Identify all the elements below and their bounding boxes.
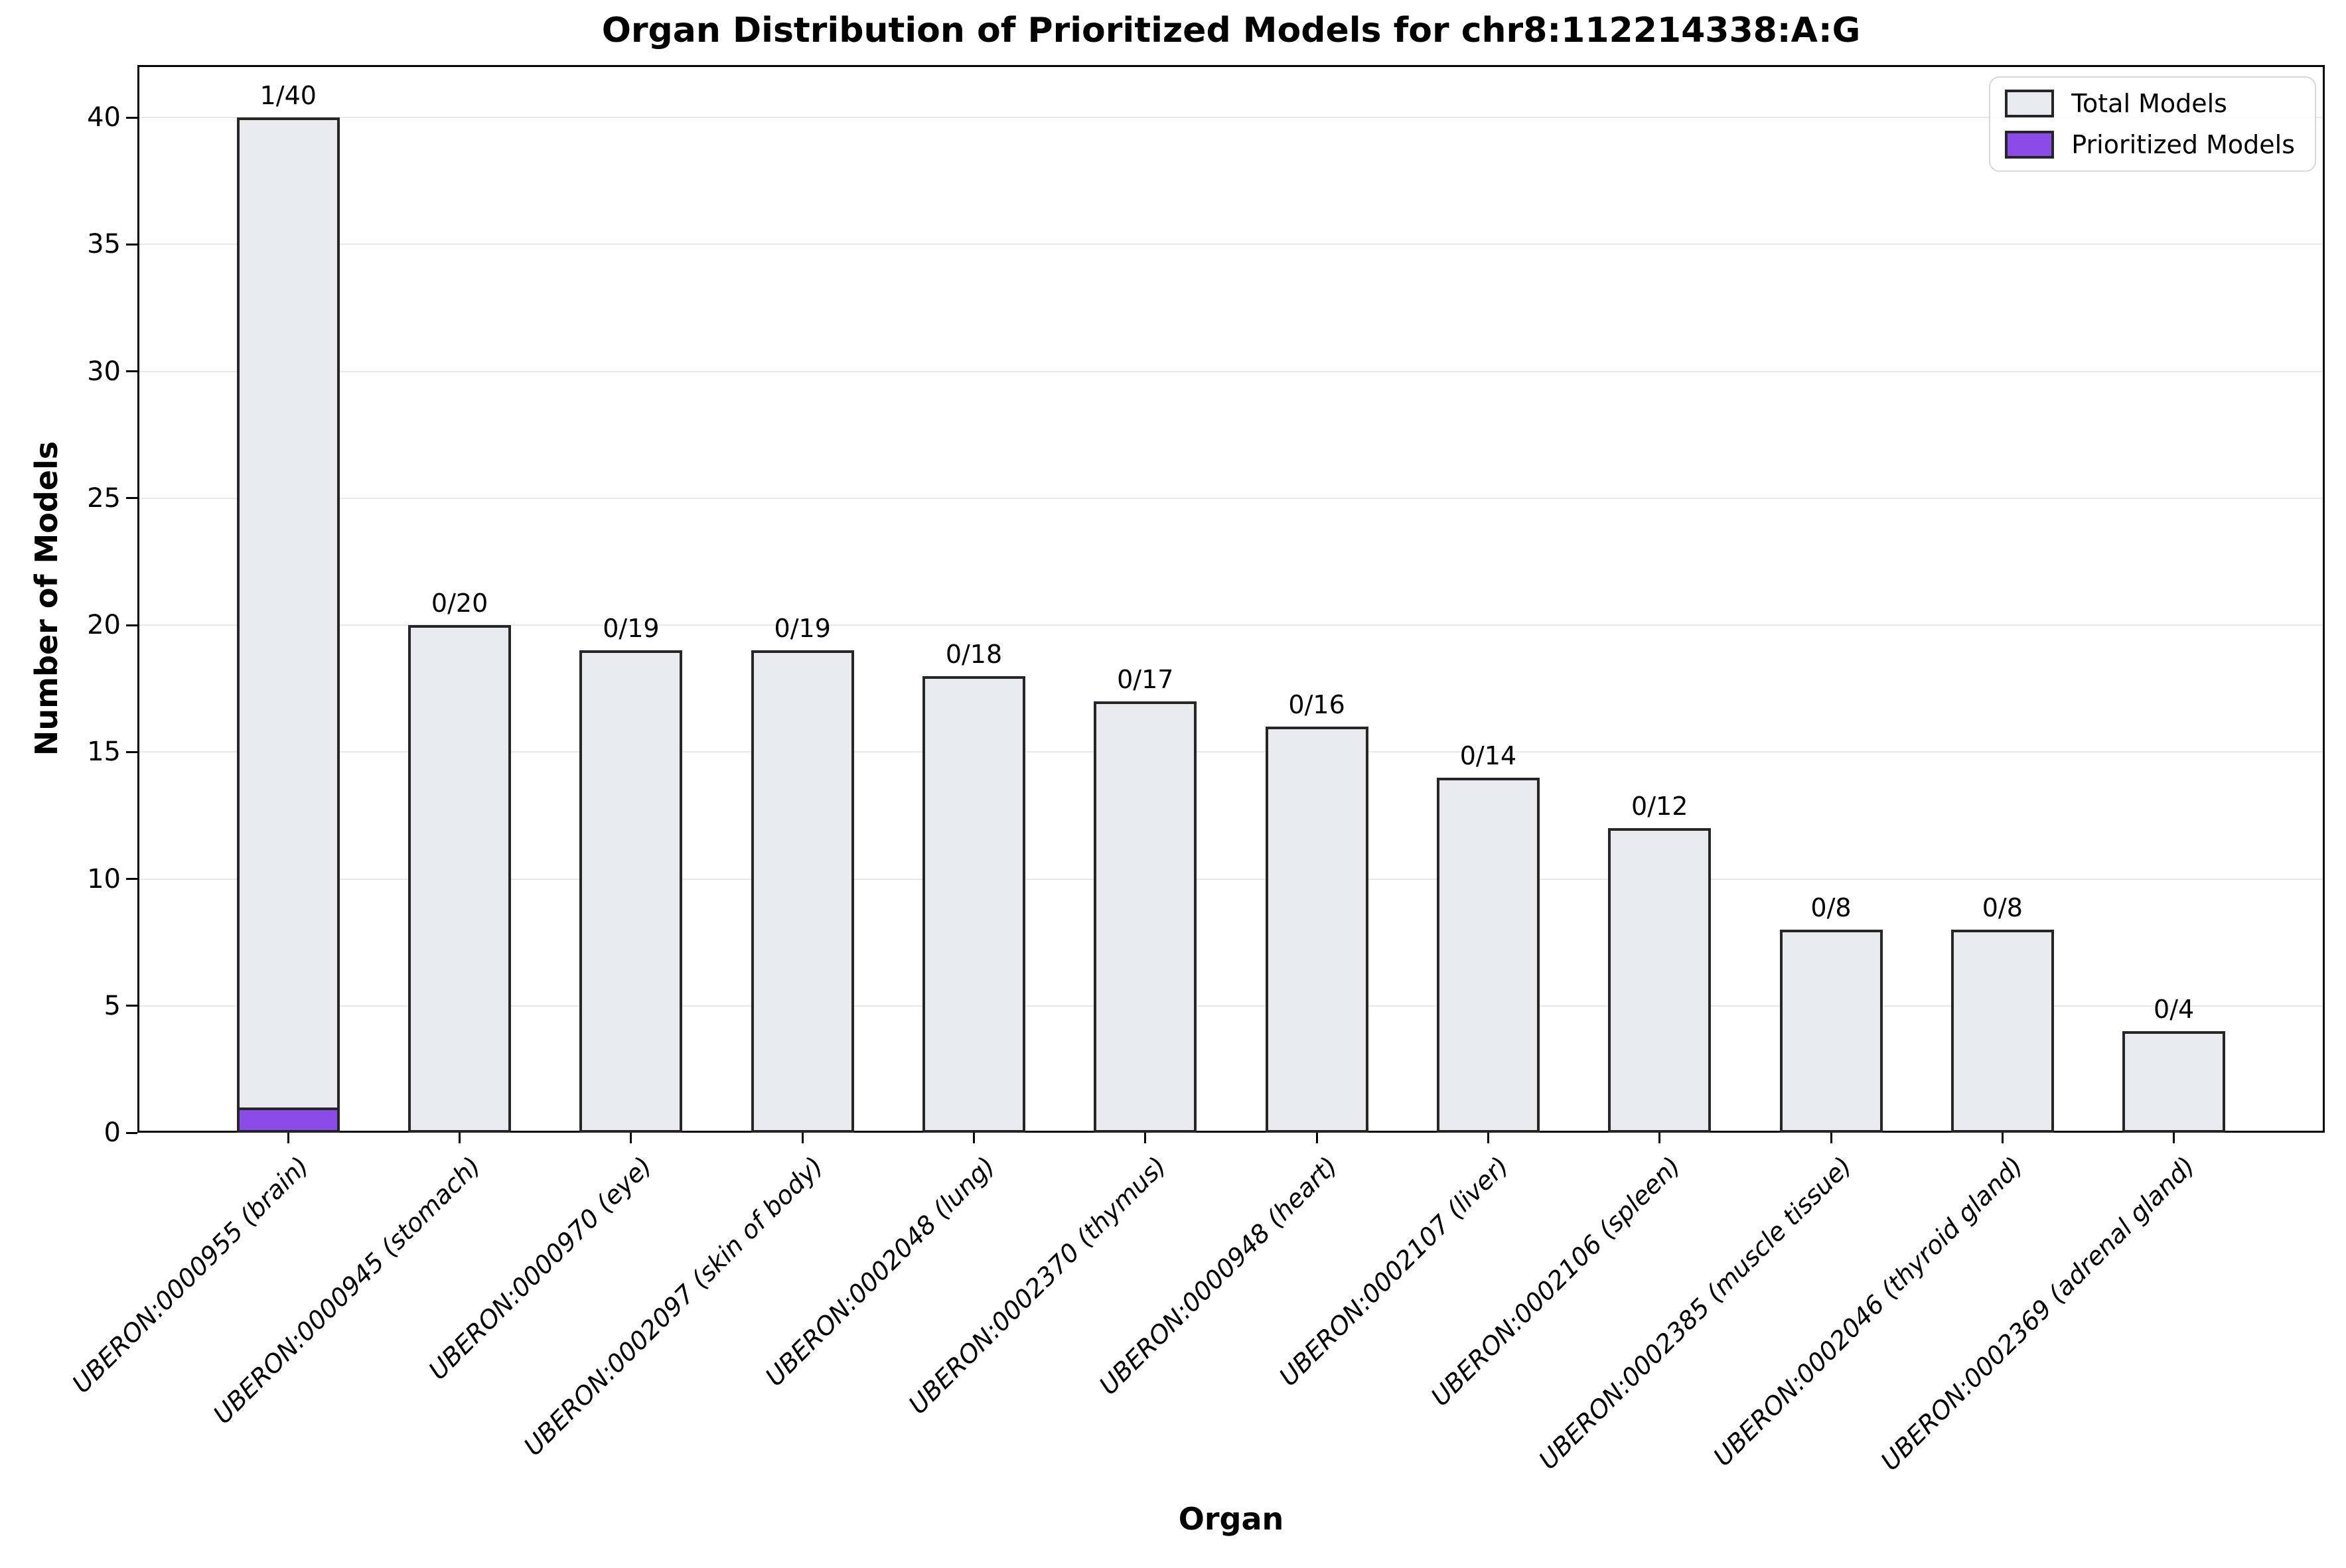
y-tick-label-20: 20 <box>87 610 121 640</box>
bar-total-0 <box>236 117 340 1133</box>
x-tick-mark-6 <box>1315 1133 1318 1143</box>
x-tick-mark-8 <box>1658 1133 1661 1143</box>
bar-value-label-1: 0/20 <box>431 589 488 618</box>
gridline-y-25 <box>139 497 2323 499</box>
bar-total-11 <box>2122 1031 2226 1133</box>
bar-total-3 <box>751 650 854 1133</box>
y-tick-label-10: 10 <box>87 863 121 894</box>
gridline-y-40 <box>139 117 2323 118</box>
x-axis-label: Organ <box>1178 1501 1284 1537</box>
x-tick-label-11: UBERON:0002369 (adrenal gland) <box>1875 1151 2201 1476</box>
x-tick-mark-2 <box>630 1133 632 1143</box>
y-tick-label-0: 0 <box>104 1117 121 1148</box>
bar-value-label-9: 0/8 <box>1810 893 1852 922</box>
x-tick-mark-7 <box>1487 1133 1489 1143</box>
gridline-y-35 <box>139 244 2323 246</box>
legend-entry-total: Total Models <box>2005 90 2295 117</box>
y-tick-mark-20 <box>126 624 137 626</box>
bar-value-label-10: 0/8 <box>1982 893 2023 922</box>
y-tick-label-35: 35 <box>87 229 121 260</box>
y-tick-mark-40 <box>126 116 137 119</box>
legend: Total Models Prioritized Models <box>1989 76 2316 172</box>
gridline-y-15 <box>139 751 2323 753</box>
gridline-y-10 <box>139 878 2323 880</box>
y-tick-mark-10 <box>126 878 137 880</box>
y-tick-label-30: 30 <box>87 356 121 387</box>
y-tick-mark-35 <box>126 243 137 246</box>
y-tick-label-25: 25 <box>87 482 121 514</box>
gridline-y-30 <box>139 370 2323 372</box>
bar-value-label-2: 0/19 <box>603 614 660 644</box>
bar-total-5 <box>1094 701 1197 1133</box>
bar-total-9 <box>1779 930 1883 1133</box>
legend-swatch-total-models <box>2005 90 2055 117</box>
y-axis-label: Number of Models <box>29 441 64 756</box>
gridline-y-20 <box>139 624 2323 626</box>
x-tick-mark-11 <box>2173 1133 2175 1143</box>
bar-prioritized-0 <box>236 1107 340 1133</box>
x-tick-mark-4 <box>973 1133 975 1143</box>
bar-total-10 <box>1950 930 2054 1133</box>
x-tick-label-3: UBERON:0002097 (skin of body) <box>518 1151 829 1462</box>
bar-value-label-7: 0/14 <box>1459 741 1517 770</box>
y-tick-mark-15 <box>126 750 137 753</box>
bar-total-7 <box>1436 777 1540 1133</box>
y-tick-label-40: 40 <box>87 102 121 133</box>
y-tick-label-5: 5 <box>104 990 121 1021</box>
y-tick-mark-5 <box>126 1005 137 1007</box>
x-tick-mark-9 <box>1830 1133 1832 1143</box>
x-tick-mark-3 <box>801 1133 804 1143</box>
x-tick-label-10: UBERON:0002046 (thyroid gland) <box>1708 1151 2029 1472</box>
bar-value-label-4: 0/18 <box>945 639 1003 669</box>
legend-swatch-prioritized-models <box>2005 131 2055 159</box>
bar-value-label-3: 0/19 <box>774 614 831 644</box>
y-tick-mark-30 <box>126 370 137 372</box>
x-tick-mark-10 <box>2001 1133 2004 1143</box>
chart-title: Organ Distribution of Prioritized Models… <box>601 11 1861 50</box>
bar-value-label-11: 0/4 <box>2154 995 2195 1024</box>
bar-value-label-8: 0/12 <box>1631 792 1688 821</box>
bar-total-4 <box>922 676 1025 1133</box>
x-tick-mark-0 <box>287 1133 289 1143</box>
legend-entry-prioritized: Prioritized Models <box>2005 131 2295 159</box>
legend-label-prioritized-models: Prioritized Models <box>2071 130 2295 159</box>
bar-value-label-6: 0/16 <box>1288 690 1345 719</box>
bar-total-1 <box>408 625 512 1133</box>
bar-value-label-5: 0/17 <box>1117 664 1174 694</box>
bar-total-2 <box>579 650 683 1133</box>
x-tick-mark-1 <box>459 1133 461 1143</box>
bar-total-8 <box>1608 828 1712 1133</box>
y-tick-mark-25 <box>126 497 137 500</box>
x-tick-mark-5 <box>1144 1133 1147 1143</box>
gridline-y-5 <box>139 1005 2323 1007</box>
y-tick-mark-0 <box>126 1131 137 1134</box>
x-tick-label-9: UBERON:0002385 (muscle tissue) <box>1533 1151 1858 1476</box>
bar-total-6 <box>1265 727 1368 1133</box>
legend-label-total-models: Total Models <box>2071 89 2227 118</box>
y-tick-label-15: 15 <box>87 737 121 768</box>
bar-value-label-0: 1/40 <box>259 81 317 110</box>
